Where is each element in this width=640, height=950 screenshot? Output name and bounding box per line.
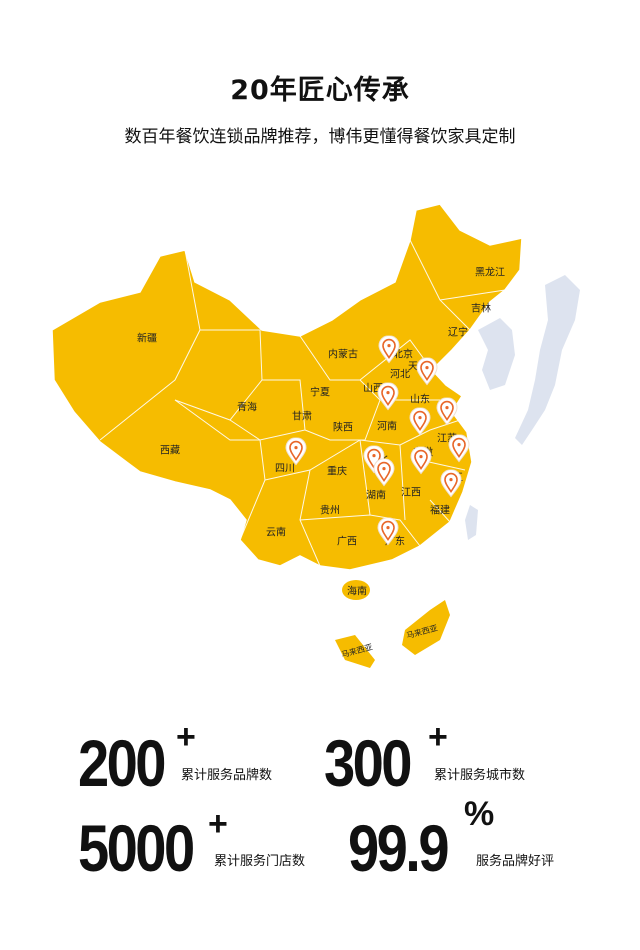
province-label: 云南	[266, 527, 286, 539]
location-pin-icon[interactable]	[440, 469, 462, 498]
location-pin-icon[interactable]	[410, 446, 432, 475]
malaysia-west-shape	[335, 635, 375, 668]
location-pin-icon[interactable]	[377, 382, 399, 411]
province-label: 甘肃	[292, 411, 312, 423]
province-label: 重庆	[327, 466, 347, 478]
japan-shape	[515, 275, 580, 445]
province-label: 吉林	[471, 303, 491, 315]
province-label: 四川	[275, 463, 295, 475]
province-label: 北京	[393, 349, 413, 361]
province-label: 江西	[401, 487, 421, 499]
location-pin-icon[interactable]	[416, 357, 438, 386]
province-label: 福建	[430, 505, 450, 517]
stat-suffix: +	[176, 718, 196, 756]
stat-value: 5000	[78, 811, 195, 885]
province-label: 广西	[337, 536, 357, 548]
stat-label: 累计服务门店数	[214, 854, 306, 869]
province-label: 辽宁	[448, 327, 468, 339]
stat-suffix: +	[428, 718, 448, 756]
province-label: 内蒙古	[328, 349, 358, 361]
location-pin-icon[interactable]	[448, 434, 470, 463]
location-pin-icon[interactable]	[436, 397, 458, 426]
korea-shape	[478, 318, 515, 390]
china-map	[51, 203, 580, 668]
stat-suffix: %	[464, 795, 495, 833]
province-label: 宁夏	[310, 387, 330, 399]
location-pin-icon[interactable]	[377, 517, 399, 546]
stat-value: 99.9	[348, 811, 450, 885]
province-label: 湖南	[366, 490, 386, 502]
province-label: 新疆	[137, 333, 157, 345]
stat-label: 累计服务品牌数	[181, 768, 273, 783]
china-outline	[51, 203, 523, 571]
province-label: 河北	[390, 369, 410, 381]
page-title: 20年匠心传承	[230, 75, 410, 106]
malaysia-east-shape	[402, 600, 450, 655]
stat-label: 累计服务城市数	[434, 768, 526, 783]
province-label: 海南	[347, 586, 367, 598]
province-label: 西藏	[160, 445, 180, 457]
province-label: 山西	[363, 383, 383, 395]
province-label: 黑龙江	[475, 267, 505, 279]
province-label: 广东	[385, 536, 405, 548]
province-label: 陕西	[333, 422, 353, 434]
neighbor-countries	[465, 275, 580, 540]
stat-value: 300	[324, 726, 413, 800]
location-pin-icon[interactable]	[373, 458, 395, 487]
taiwan-shape	[465, 505, 478, 540]
province-label: 江苏	[437, 433, 457, 445]
stat-suffix: +	[208, 805, 228, 843]
province-label: 河南	[377, 421, 397, 433]
location-pin-icon[interactable]	[285, 437, 307, 466]
stat-label: 服务品牌好评	[476, 854, 555, 869]
province-label: 贵州	[320, 505, 340, 517]
province-label: 山东	[410, 394, 430, 406]
hainan-shape	[342, 580, 370, 600]
page-subtitle: 数百年餐饮连锁品牌推荐，博伟更懂得餐饮家具定制	[124, 127, 516, 147]
province-label: 青海	[237, 402, 257, 414]
location-pin-icon[interactable]	[378, 335, 400, 364]
stat-value: 200	[78, 726, 167, 800]
location-pin-icon[interactable]	[409, 407, 431, 436]
